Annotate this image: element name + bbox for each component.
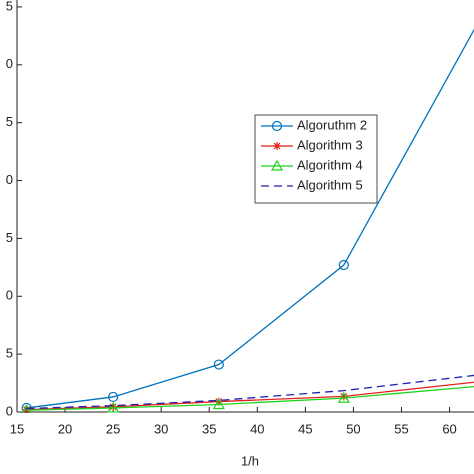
x-tick-label: 15 [10,421,24,436]
y-tick-label: 0 [6,56,13,71]
series-line [26,374,474,410]
marker [21,404,32,413]
legend-label: Algorithm 5 [297,177,363,192]
legend-marker [271,120,283,132]
marker [108,391,119,403]
x-tick-label: 35 [202,421,216,436]
x-tick-label: 40 [250,421,264,436]
y-tick-label: 0 [6,172,13,187]
x-tick-label: 60 [442,421,456,436]
plot-area [21,28,474,413]
series-line [26,381,474,411]
legend-box [254,114,378,204]
x-tick-label: 30 [154,421,168,436]
legend-label: Algorithm 4 [297,157,363,172]
marker [213,359,224,370]
marker [337,391,350,403]
legend-label: Algorithm 3 [297,137,363,152]
y-tick-label: 0 [6,288,13,303]
x-tick-label: 20 [58,421,72,436]
legend-label: Algoruthm 2 [297,117,367,132]
series-line [26,385,474,411]
y-tick-label: 5 [6,346,13,361]
x-tick-label: 25 [106,421,120,436]
x-tick-label: 45 [298,421,312,436]
y-tick-label: 5 [6,114,13,129]
marker [338,259,349,271]
marker [339,392,348,401]
marker [214,397,223,406]
x-axis-label: 1/h [241,453,259,468]
series-line [26,28,474,409]
y-tick-label: 0 [6,403,13,418]
y-tick-label: 5 [6,230,13,245]
marker [109,402,118,411]
y-tick-label: 5 [6,0,13,13]
x-tick-label: 50 [346,421,360,436]
marker [212,398,225,410]
x-tick-label: 55 [394,421,408,436]
marker [107,401,120,413]
legend-marker [273,142,281,150]
legend-marker [270,159,284,171]
